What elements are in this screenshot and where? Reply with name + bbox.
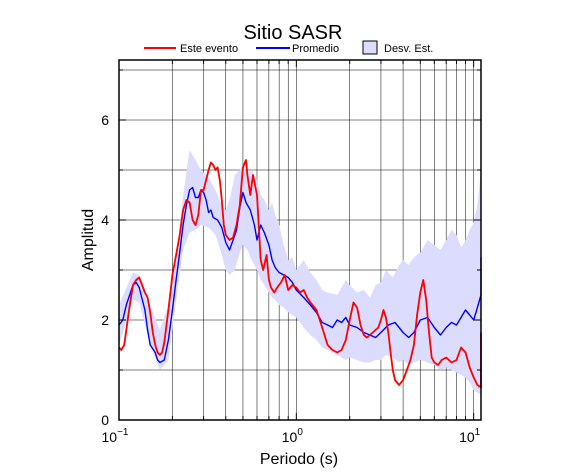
y-tick-label: 2 [101, 312, 109, 328]
x-tick-label-base: 10 [282, 429, 298, 445]
legend-label-promedio: Promedio [292, 43, 339, 55]
series-line-promedio [118, 186, 482, 364]
series-lines [118, 159, 482, 389]
legend: Este evento Promedio Desv. Est. [144, 40, 433, 55]
y-tick-label: 6 [101, 112, 109, 128]
x-tick-label-base: 10 [102, 429, 118, 445]
std-dev-band [119, 60, 481, 395]
legend-item-desv-est: Desv. Est. [362, 40, 433, 55]
x-tick-label-exponent: 1 [475, 427, 481, 438]
series-line-este-evento [118, 159, 482, 389]
legend-item-promedio: Promedio [256, 43, 339, 55]
x-tick-label: 10−1 [102, 427, 129, 445]
legend-swatch-desv-est [362, 40, 378, 55]
x-tick-label-base: 10 [459, 429, 475, 445]
grid [118, 60, 481, 420]
std-dev-band-layer [119, 60, 481, 395]
chart-title: Sitio SASR [244, 22, 343, 44]
x-tick-label: 101 [459, 427, 481, 445]
y-tick-label: 4 [101, 212, 109, 228]
x-tick-label-exponent: 0 [297, 427, 303, 438]
x-axis-title: Periodo (s) [260, 451, 338, 468]
legend-item-este-evento: Este evento [144, 43, 238, 55]
y-axis-title: Amplitud [80, 209, 97, 271]
plot-border [118, 59, 482, 421]
x-tick-label-exponent: −1 [117, 427, 129, 438]
x-tick-label: 100 [282, 427, 304, 445]
y-tick-label: 0 [101, 412, 109, 428]
plot-frame [118, 59, 482, 421]
legend-label-desv-est: Desv. Est. [384, 43, 433, 55]
legend-label-este-evento: Este evento [180, 43, 238, 55]
